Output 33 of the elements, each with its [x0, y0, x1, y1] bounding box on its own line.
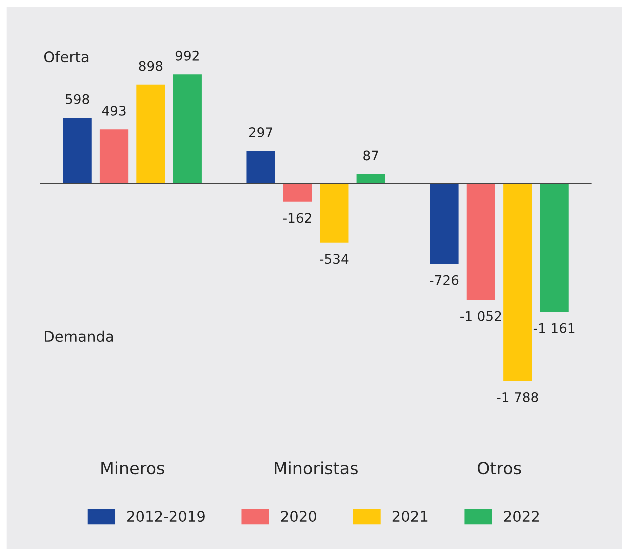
data-label: -1 161	[534, 323, 575, 334]
bar	[504, 184, 532, 382]
bar	[430, 184, 459, 264]
data-label: 598	[66, 94, 90, 104]
bar	[540, 184, 569, 312]
text: Oferta	[44, 51, 89, 63]
x-tick-label: Mineros	[102, 462, 164, 475]
legend-label: 2012-2019	[128, 511, 205, 522]
data-label: 297	[249, 128, 272, 138]
bar	[136, 84, 166, 184]
legend-label: 2022	[504, 511, 539, 522]
bar	[356, 174, 386, 184]
data-label: 898	[139, 61, 163, 72]
bar	[320, 184, 349, 243]
legend-label: 2020	[281, 511, 316, 522]
bar	[173, 74, 202, 184]
data-label: -726	[430, 275, 459, 286]
data-label: 87	[364, 150, 378, 161]
data-label: -1 052	[460, 311, 502, 322]
legend-label: 2021	[392, 511, 428, 522]
annotation: Demanda	[45, 330, 114, 342]
bar	[63, 118, 92, 184]
data-label: 992	[176, 50, 199, 61]
x-tick-label: Minoristas	[275, 462, 358, 475]
bar	[100, 130, 129, 184]
bar	[283, 184, 312, 202]
data-label: -534	[320, 254, 349, 264]
x-tick-label: Otros	[478, 462, 522, 475]
data-label: -1 788	[497, 392, 538, 402]
bar	[246, 151, 276, 184]
data-label: -162	[283, 213, 312, 224]
bar	[466, 184, 496, 300]
data-label: 493	[102, 106, 126, 116]
